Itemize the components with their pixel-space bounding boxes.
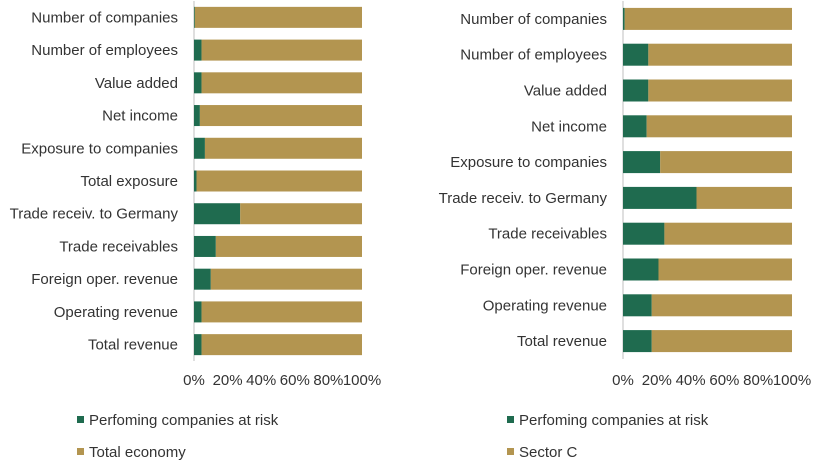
- category-label: Exposure to companies: [21, 140, 178, 157]
- category-label: Operating revenue: [483, 297, 607, 314]
- category-label: Trade receiv. to Germany: [10, 206, 179, 223]
- x-tick-label: 80%: [313, 372, 343, 389]
- category-label: Foreign oper. revenue: [31, 271, 178, 288]
- bar-segment-at-risk: [623, 222, 665, 245]
- bar-segment-remainder: [648, 43, 792, 66]
- category-label: Foreign oper. revenue: [460, 262, 607, 279]
- legend-label: Total economy: [89, 444, 186, 461]
- bar-segment-remainder: [240, 203, 362, 225]
- x-tick-label: 60%: [280, 372, 310, 389]
- category-label: Trade receivables: [59, 238, 178, 255]
- bar-segment-at-risk: [194, 72, 202, 94]
- category-label: Total exposure: [80, 173, 178, 190]
- bar-segment-at-risk: [194, 334, 202, 356]
- bar-segment-at-risk: [623, 294, 652, 317]
- category-label: Value added: [524, 83, 607, 100]
- category-label: Exposure to companies: [450, 154, 607, 171]
- x-tick-label: 20%: [213, 372, 243, 389]
- bar-segment-remainder: [201, 334, 362, 356]
- bar-segment-at-risk: [623, 43, 649, 66]
- bar-segment-at-risk: [623, 186, 697, 209]
- legend-label: Sector C: [519, 444, 578, 461]
- category-label: Trade receivables: [488, 226, 607, 243]
- x-tick-label: 60%: [709, 372, 739, 389]
- bar-segment-at-risk: [623, 151, 661, 174]
- category-label: Value added: [95, 75, 178, 92]
- bar-segment-at-risk: [194, 203, 241, 225]
- bar-segment-remainder: [201, 39, 362, 61]
- bar-segment-at-risk: [194, 137, 205, 159]
- bar-segment-remainder: [201, 301, 362, 323]
- x-tick-label: 40%: [246, 372, 276, 389]
- bar-segment-at-risk: [194, 235, 216, 257]
- legend-right: Perfoming companies at risk Sector C: [507, 412, 709, 461]
- chart-right: Number of companies Number of employees Va…: [439, 1, 811, 389]
- legend-swatch: [507, 448, 514, 455]
- legend-swatch: [77, 416, 84, 423]
- x-tick-label: 80%: [743, 372, 773, 389]
- x-tick-label: 0%: [612, 372, 634, 389]
- x-tick-label: 0%: [183, 372, 205, 389]
- bar-segment-remainder: [651, 330, 792, 353]
- legend-left: Perfoming companies at risk Total economy: [77, 412, 279, 461]
- x-tick-label: 100%: [343, 372, 381, 389]
- bar-segment-at-risk: [194, 301, 202, 323]
- bar-segment-remainder: [196, 170, 362, 192]
- bar-segment-remainder: [696, 186, 792, 209]
- bar-segment-at-risk: [194, 268, 211, 290]
- bar-segment-remainder: [201, 72, 362, 94]
- category-label: Trade receiv. to Germany: [439, 190, 608, 207]
- bar-segment-at-risk: [623, 7, 625, 30]
- bar-segment-at-risk: [623, 258, 659, 281]
- bar-segment-remainder: [651, 294, 792, 317]
- bar-segment-remainder: [664, 222, 792, 245]
- bar-segment-remainder: [215, 235, 362, 257]
- category-label: Number of companies: [31, 9, 178, 26]
- category-label: Number of employees: [31, 42, 178, 59]
- x-tick-label: 20%: [642, 372, 672, 389]
- legend-swatch: [507, 416, 514, 423]
- bar-segment-remainder: [194, 6, 362, 28]
- category-label: Total revenue: [88, 337, 178, 354]
- bar-segment-at-risk: [194, 6, 195, 28]
- category-label: Total revenue: [517, 333, 607, 350]
- bar-segment-at-risk: [194, 39, 202, 61]
- chart-left: Number of companies Number of employees Va…: [10, 1, 381, 389]
- category-label: Number of companies: [460, 11, 607, 28]
- bar-segment-remainder: [648, 79, 792, 102]
- bar-segment-remainder: [624, 7, 792, 30]
- bar-segment-remainder: [210, 268, 362, 290]
- x-tick-label: 100%: [773, 372, 811, 389]
- category-label: Number of employees: [460, 47, 607, 64]
- bar-segment-at-risk: [194, 170, 197, 192]
- legend-swatch: [77, 448, 84, 455]
- bar-segment-at-risk: [623, 115, 647, 138]
- legend-label: Perfoming companies at risk: [519, 412, 709, 429]
- bar-segment-remainder: [646, 115, 792, 138]
- bar-segment-remainder: [204, 137, 362, 159]
- category-label: Net income: [531, 118, 607, 135]
- bar-segment-remainder: [199, 105, 362, 127]
- bar-segment-remainder: [660, 151, 792, 174]
- bar-segment-at-risk: [623, 79, 649, 102]
- category-label: Net income: [102, 108, 178, 125]
- bar-segment-at-risk: [623, 330, 652, 353]
- bar-segment-at-risk: [194, 105, 200, 127]
- legend-label: Perfoming companies at risk: [89, 412, 279, 429]
- x-tick-label: 40%: [676, 372, 706, 389]
- category-label: Operating revenue: [54, 304, 178, 321]
- bar-segment-remainder: [658, 258, 792, 281]
